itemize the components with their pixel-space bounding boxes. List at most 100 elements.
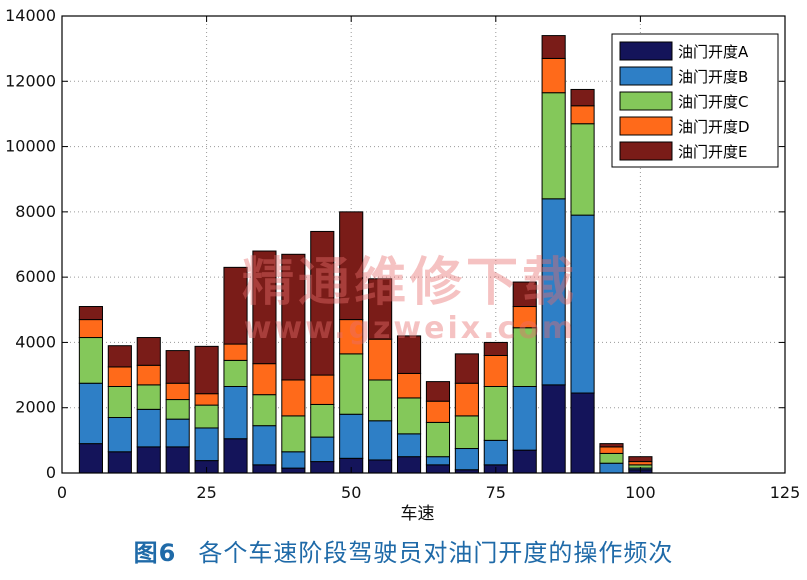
bar-segment-3 xyxy=(136,384,161,410)
bar-segment-1 xyxy=(78,443,103,474)
bar-segment-3 xyxy=(194,404,219,429)
y-tick-label: 4000 xyxy=(15,332,56,351)
bar-segment-5 xyxy=(454,353,479,384)
bar-segment-3 xyxy=(310,403,335,438)
bar-segment-4 xyxy=(310,374,335,405)
bar-segment-4 xyxy=(107,366,132,387)
bar-segment-1 xyxy=(425,464,451,474)
figure-caption: 图6 各个车速阶段驾驶员对油门开度的操作频次 xyxy=(0,530,807,570)
bar-segment-1 xyxy=(223,438,248,474)
bar-segment-4 xyxy=(136,364,161,386)
bar-segment-1 xyxy=(512,449,537,474)
caption-text: 各个车速阶段驾驶员对油门开度的操作频次 xyxy=(198,538,674,567)
bar-segment-2 xyxy=(310,436,335,463)
bar-segment-3 xyxy=(425,421,451,458)
bar-segment-4 xyxy=(425,400,451,423)
bar-segment-5 xyxy=(78,306,103,321)
bar-segment-5 xyxy=(252,250,277,365)
bar-segment-2 xyxy=(339,413,364,459)
bar-segment-2 xyxy=(570,214,595,394)
bar-segment-5 xyxy=(599,443,624,448)
axes-frame xyxy=(61,15,786,474)
bar-segment-5 xyxy=(165,350,190,384)
legend-swatch xyxy=(619,116,673,136)
bar-segment-2 xyxy=(599,462,624,474)
legend-swatch xyxy=(619,41,673,61)
bar-segment-4 xyxy=(252,363,277,396)
bar-segment-2 xyxy=(541,198,566,386)
bar-segment-4 xyxy=(368,338,393,381)
x-tick-label: 125 xyxy=(770,483,801,502)
bar-segment-3 xyxy=(281,415,306,453)
bar-segment-4 xyxy=(512,306,537,329)
bar-segment-4 xyxy=(281,379,306,417)
legend-label: 油门开度E xyxy=(678,143,747,161)
bar-segment-2 xyxy=(454,448,479,471)
bar-segment-2 xyxy=(368,420,393,461)
bar-segment-5 xyxy=(483,341,508,356)
bar-segment-4 xyxy=(165,382,190,401)
bar-segment-2 xyxy=(223,385,248,440)
bar-segment-2 xyxy=(252,425,277,466)
bar-segment-5 xyxy=(425,381,451,402)
bar-segment-3 xyxy=(165,399,190,420)
bar-segment-4 xyxy=(454,382,479,417)
bar-segment-4 xyxy=(483,354,508,387)
bar-segment-5 xyxy=(281,253,306,381)
bar-segment-2 xyxy=(396,433,422,458)
bar-segment-2 xyxy=(165,418,190,448)
bar-segment-2 xyxy=(483,439,508,466)
bar-segment-5 xyxy=(368,278,393,340)
bar-segment-1 xyxy=(396,456,422,474)
bar-segment-2 xyxy=(512,385,537,451)
legend-swatch xyxy=(619,141,673,161)
y-tick-label: 0 xyxy=(46,463,56,482)
x-tick-label: 25 xyxy=(196,483,216,502)
bar-segment-1 xyxy=(165,446,190,474)
bar-segment-3 xyxy=(541,92,566,200)
x-tick-label: 75 xyxy=(486,483,506,502)
bar-segment-3 xyxy=(107,385,132,419)
legend-label: 油门开度B xyxy=(678,68,748,86)
bar-segment-1 xyxy=(368,459,393,474)
bar-segment-2 xyxy=(425,456,451,466)
x-axis-label: 车速 xyxy=(401,504,435,524)
bar-segment-5 xyxy=(107,345,132,368)
legend-label: 油门开度A xyxy=(678,43,749,61)
bar-segment-4 xyxy=(223,343,248,361)
legend-label: 油门开度C xyxy=(678,93,748,111)
bar-segment-3 xyxy=(368,379,393,422)
bar-segment-4 xyxy=(541,57,566,94)
bar-segment-5 xyxy=(339,211,364,321)
bar-segment-4 xyxy=(78,319,103,339)
bar-segment-1 xyxy=(136,446,161,474)
bar-segment-5 xyxy=(570,88,595,107)
bar-segment-4 xyxy=(570,105,595,125)
bar-segment-1 xyxy=(570,392,595,474)
bar-segment-3 xyxy=(599,452,624,464)
bar-segment-5 xyxy=(194,345,219,395)
bar-segment-3 xyxy=(454,415,479,450)
bar-segment-1 xyxy=(281,467,306,474)
bar-segment-1 xyxy=(541,384,566,474)
legend-swatch xyxy=(619,91,673,111)
y-tick-label: 2000 xyxy=(15,398,56,417)
bar-segment-5 xyxy=(628,456,653,463)
bar-segment-1 xyxy=(310,461,335,474)
bar-segment-3 xyxy=(252,394,277,427)
bar-segment-4 xyxy=(599,446,624,454)
bar-segment-3 xyxy=(483,385,508,441)
legend-swatch xyxy=(619,66,673,86)
y-tick-label: 8000 xyxy=(15,202,56,221)
bar-segment-5 xyxy=(541,35,566,59)
bar-segment-4 xyxy=(339,319,364,355)
bar-segment-5 xyxy=(396,335,422,374)
bar-segment-2 xyxy=(281,451,306,469)
bar-segment-5 xyxy=(310,230,335,376)
bar-segment-3 xyxy=(512,327,537,387)
legend-label: 油门开度D xyxy=(678,118,750,136)
bar-segment-1 xyxy=(107,451,132,474)
bar-segment-2 xyxy=(194,427,219,462)
bar-segment-1 xyxy=(252,464,277,474)
